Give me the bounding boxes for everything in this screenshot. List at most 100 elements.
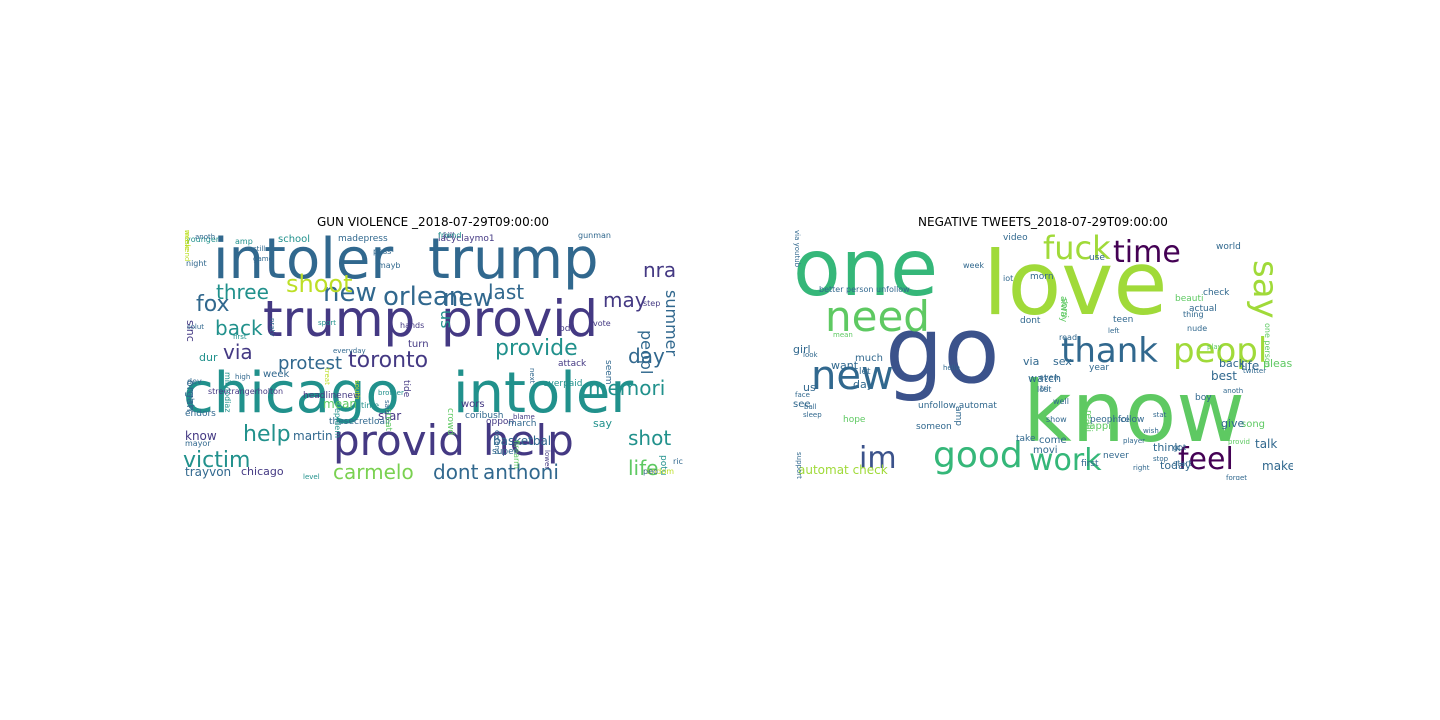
cloud-word: talk [1255,437,1278,451]
cloud-word: vote [593,319,611,328]
cloud-word: say [1245,260,1285,319]
cloud-word: overpaid [543,379,583,389]
cloud-word: via [1023,355,1040,368]
cloud-word: tri [1040,384,1049,393]
cloud-word: defend [493,430,501,455]
cloud-word: better person unfollow [819,285,910,294]
cloud-word: best [1211,369,1237,383]
cloud-word: know [1023,363,1245,461]
cloud-word: orlean [383,282,466,312]
cloud-word: mayb [378,261,401,270]
cloud-word: game [253,255,273,263]
cloud-word: via [223,340,253,364]
cloud-word: amp [235,237,253,246]
cloud-word: use [1089,253,1105,263]
cloud-word: headlinenew [303,391,361,401]
cloud-word: nice [1113,415,1130,424]
cloud-word: music [183,230,191,251]
cloud-word: milviodiaz [223,372,232,413]
cloud-word: forget [1226,474,1247,481]
cloud-word: memori [588,376,666,400]
cloud-word: automat check [798,463,888,477]
cloud-word: face [795,391,810,399]
cloud-word: turn [408,339,429,350]
cloud-word: peo [643,467,658,476]
cloud-word: back [215,316,263,340]
cloud-word: victim [183,448,251,473]
cloud-word: happi [1083,421,1111,432]
cloud-word: even [1039,373,1059,382]
cloud-word: stop [1153,455,1169,463]
cloud-word: wish [1143,427,1159,435]
cloud-word: gunman [578,231,611,240]
cloud-word: step [643,299,661,308]
cloud-word: teen [1113,315,1134,325]
cloud-word: carmelo [333,460,414,480]
cloud-word: look [803,351,818,359]
cloud-word: said [383,400,391,415]
cloud-word: fuck [1043,230,1111,267]
cloud-word: friend [438,231,462,240]
cloud-word: start [1173,459,1192,468]
cloud-word: good [933,435,1023,476]
cloud-word: three [216,280,269,304]
cloud-word: first [233,333,247,341]
cloud-word: new [443,284,493,312]
cloud-word: need [825,292,930,341]
cloud-word: day [628,344,665,368]
cloud-word: stat [1153,411,1167,419]
cloud-word: time [361,401,380,410]
word-cloud: one love go know new need fuck time say thank peop… [793,230,1293,480]
cloud-word: provid [1228,438,1250,446]
cloud-word: anoth [195,233,216,241]
cloud-word: intoler [213,230,394,292]
cloud-word: let [859,367,871,377]
cloud-word: feel [1178,442,1234,477]
cloud-word: super [492,447,518,457]
cloud-word: day [853,378,874,391]
cloud-word: say [593,417,612,430]
cloud-word: go [885,297,1000,404]
cloud-word: younger [186,235,220,244]
cloud-word: march [508,419,537,429]
cloud-word: chicago [241,465,284,478]
cloud-word: trump [263,290,416,348]
cloud-word: never [1103,451,1129,461]
cloud-word: hello [943,364,960,372]
cloud-word: week [263,369,290,380]
cloud-word: provid [441,290,599,348]
cloud-word: us [803,381,816,394]
cloud-word: much [855,353,883,364]
cloud-word: twitter [1243,367,1267,375]
cloud-word: girl [793,343,811,356]
cloud-word: intoler [453,361,634,426]
cloud-word: streetrangerholton [208,387,284,396]
cloud-word: via youtub [793,230,801,268]
cloud-word: thesecretloall [329,417,391,427]
cloud-word: year [1089,363,1110,373]
cloud-word: nra [643,258,677,282]
cloud-word: summer [662,290,681,357]
cloud-word: shoot [286,270,353,298]
cloud-word: treat [323,368,331,385]
cloud-word: know [185,429,217,443]
cloud-word: help [483,416,574,465]
cloud-word: toronto [348,348,429,373]
cloud-word: pd [559,324,571,334]
cloud-word: beauti [1175,294,1204,304]
cloud-word: amp [953,406,963,426]
cloud-word: player [1123,437,1146,445]
panel-title: GUN VIOLENCE _2018-07-29T09:00:00 [316,215,550,229]
cloud-word: brother [378,389,404,397]
cloud-word: help [243,422,291,447]
cloud-word: us [437,310,456,329]
cloud-word: realli [1083,410,1093,433]
cloud-word: last [488,280,525,304]
cloud-word: show [1046,415,1067,424]
cloud-word: life [1241,359,1260,373]
cloud-word: take [1016,434,1036,444]
cloud-word: time [1113,235,1181,270]
cloud-word: crowd [445,408,455,436]
cloud-word: someon [916,422,952,432]
cloud-word: support [795,452,803,479]
